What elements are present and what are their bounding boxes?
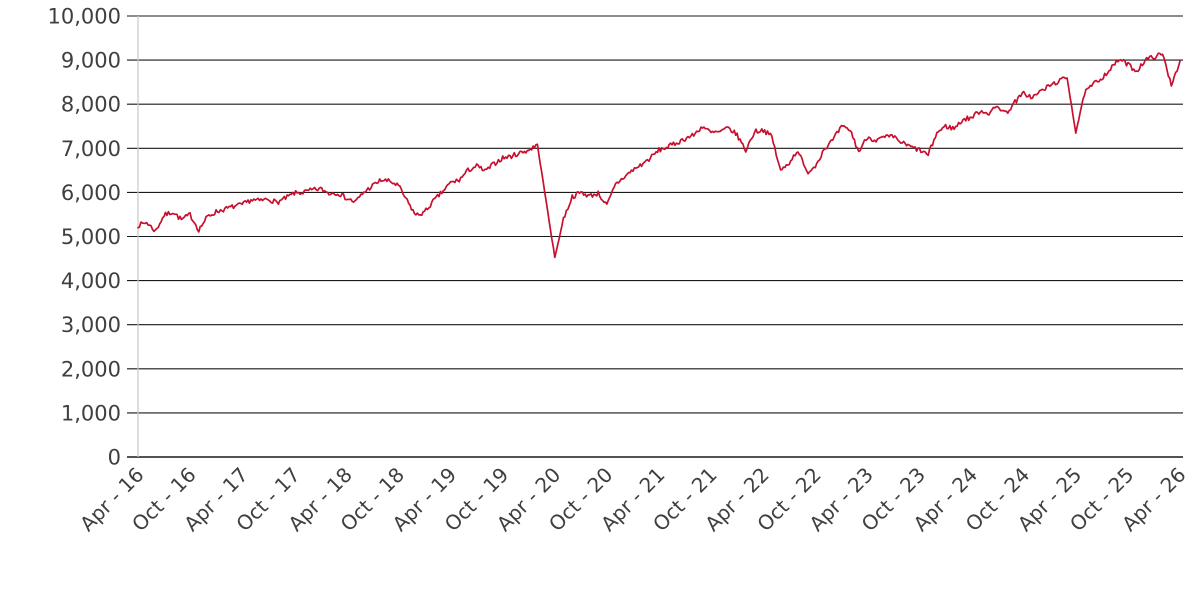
y-axis-tick-label: 6,000 [61, 181, 121, 205]
y-axis-tick-label: 9,000 [61, 49, 121, 73]
y-axis-tick-label: 2,000 [61, 357, 121, 381]
y-axis-tick-label: 10,000 [48, 5, 121, 29]
y-axis-labels-group: 0 1,000 2,000 3,000 4,000 5,000 6,000 7,000 8,00… [48, 5, 121, 470]
index-price-line [137, 52, 1181, 259]
y-axis-tick-label: 4,000 [61, 269, 121, 293]
y-axis-tick-label: 8,000 [61, 93, 121, 117]
gridlines-group [127, 15, 1183, 458]
y-axis-tick-label: 3,000 [61, 313, 121, 337]
y-axis-tick-label: 5,000 [61, 225, 121, 249]
y-axis-tick-label: 0 [108, 446, 121, 470]
series-group [137, 52, 1181, 259]
y-axis-tick-label: 7,000 [61, 137, 121, 161]
y-axis-tick-label: 1,000 [61, 401, 121, 425]
